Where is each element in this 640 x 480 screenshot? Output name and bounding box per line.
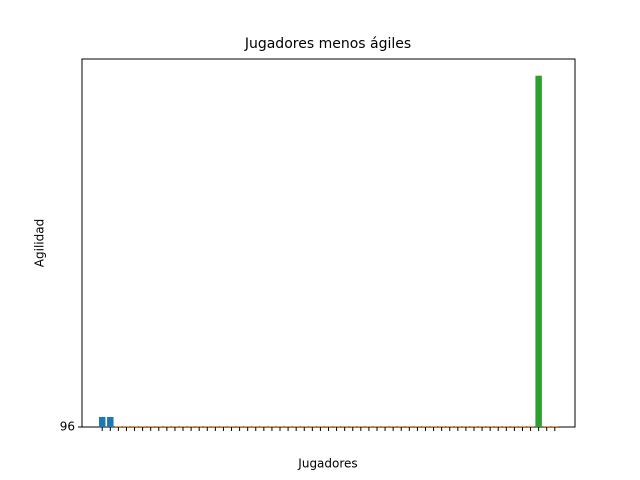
bar — [98, 416, 106, 427]
x-axis-label: Jugadores — [297, 457, 357, 471]
bar — [349, 426, 356, 427]
bar — [179, 426, 187, 427]
bar — [147, 426, 154, 427]
bar — [236, 426, 243, 427]
bar — [543, 426, 550, 427]
bar — [301, 426, 308, 427]
bar — [357, 426, 365, 427]
bar — [212, 426, 219, 427]
bar — [276, 426, 284, 427]
bar — [163, 426, 171, 427]
chart-title: Jugadores menos ágiles — [244, 36, 411, 52]
bar — [454, 426, 462, 427]
bar — [494, 426, 502, 427]
bar — [228, 426, 235, 427]
y-tick-label: 96 — [60, 420, 75, 434]
bar — [220, 426, 227, 427]
bar — [486, 426, 494, 427]
bar — [309, 426, 316, 427]
bar — [398, 426, 405, 427]
bar — [535, 75, 542, 428]
bar — [123, 426, 130, 427]
bar — [406, 426, 413, 427]
bar — [478, 426, 486, 427]
bar — [462, 426, 470, 427]
bar — [155, 426, 163, 427]
bar — [333, 426, 340, 427]
bar — [292, 426, 300, 427]
bar — [438, 426, 445, 427]
bar — [260, 426, 268, 427]
plot-frame — [81, 58, 576, 428]
bar — [195, 426, 203, 427]
bar — [389, 426, 397, 427]
bar — [365, 426, 373, 427]
bar — [414, 426, 421, 427]
bar — [430, 426, 437, 427]
bar — [527, 426, 534, 427]
bar — [115, 426, 122, 427]
bar — [422, 426, 429, 427]
bar — [470, 426, 478, 427]
bar — [551, 426, 559, 427]
bar — [381, 426, 389, 427]
bar — [244, 426, 251, 427]
bar — [252, 426, 259, 427]
bar — [317, 426, 324, 427]
bar — [171, 426, 179, 427]
bar — [107, 416, 114, 427]
y-axis-label: Agilidad — [33, 219, 47, 267]
bar — [284, 426, 292, 427]
bar — [503, 426, 510, 427]
bar — [187, 426, 195, 427]
bar — [373, 426, 381, 427]
bar — [325, 426, 332, 427]
bar — [204, 426, 211, 427]
bar — [519, 426, 526, 427]
bar — [341, 426, 348, 427]
bar — [139, 426, 146, 427]
bar — [268, 426, 276, 427]
bar — [131, 426, 138, 427]
bar — [446, 426, 453, 427]
bar — [511, 426, 518, 427]
